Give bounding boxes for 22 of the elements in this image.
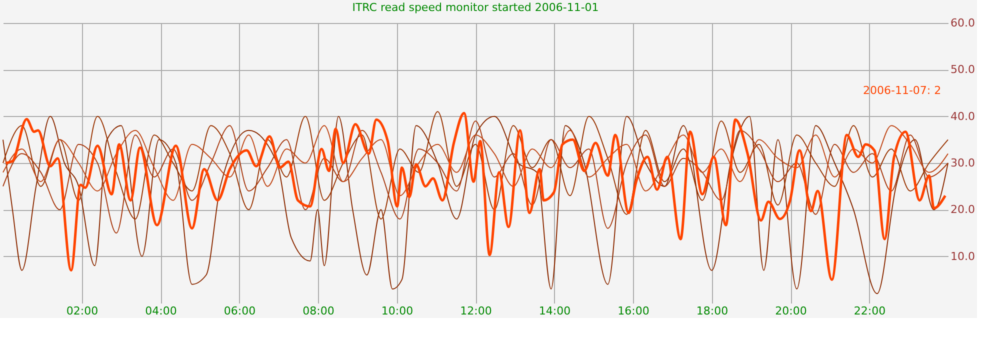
y-tick-label: 50.0 bbox=[950, 63, 975, 76]
x-tick-label: 22:00 bbox=[854, 304, 886, 318]
x-tick-label: 02:00 bbox=[66, 304, 98, 318]
y-tick-label: 60.0 bbox=[950, 16, 975, 30]
annotation: 2006-11-07: 2 bbox=[863, 84, 942, 97]
x-tick-label: 18:00 bbox=[696, 304, 728, 318]
y-tick-label: 10.0 bbox=[950, 250, 975, 263]
x-tick-label: 16:00 bbox=[618, 304, 650, 318]
x-tick-label: 06:00 bbox=[224, 304, 256, 318]
x-tick-label: 20:00 bbox=[775, 304, 807, 318]
x-tick-label: 04:00 bbox=[145, 304, 177, 318]
x-tick-label: 08:00 bbox=[302, 304, 334, 318]
line-series bbox=[2, 125, 948, 201]
x-tick-label: 14:00 bbox=[538, 304, 571, 318]
x-tick-label: 10:00 bbox=[381, 304, 414, 318]
y-tick-label: 20.0 bbox=[950, 203, 975, 216]
chart-title: ITRC read speed monitor started 2006-11-01 bbox=[352, 1, 599, 14]
line-series bbox=[2, 120, 948, 234]
line-series bbox=[2, 111, 948, 220]
y-tick-label: 30.0 bbox=[950, 156, 975, 170]
y-tick-label: 40.0 bbox=[950, 110, 975, 123]
x-tick-label: 12:00 bbox=[460, 304, 492, 318]
